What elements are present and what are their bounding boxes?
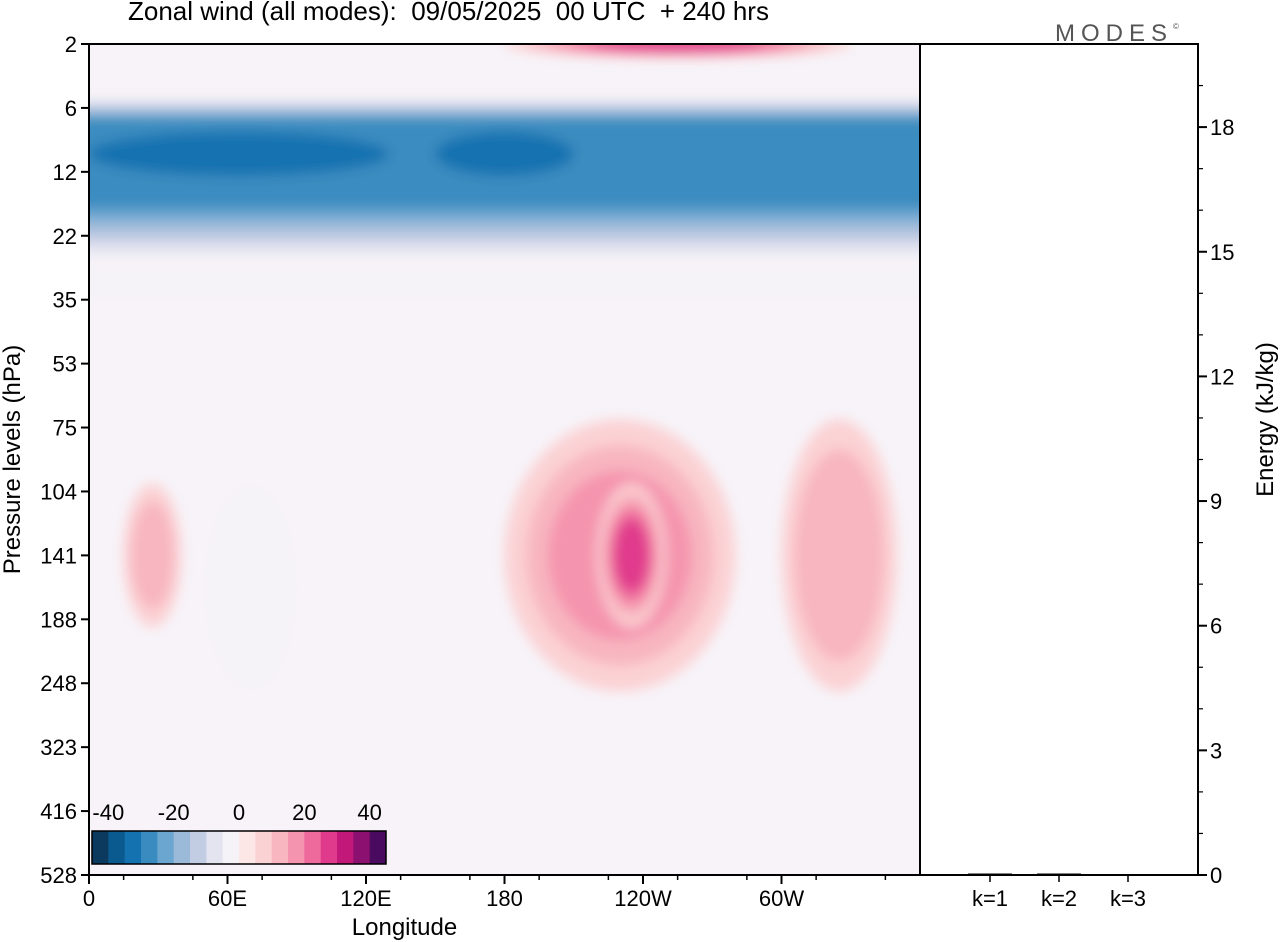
y-tick-label: 22 <box>53 224 77 249</box>
colorbar-swatch <box>353 831 371 864</box>
y-tick-label: 141 <box>40 543 77 568</box>
energy-bar <box>968 873 1012 875</box>
energy-tick-label: 15 <box>1210 240 1234 265</box>
x-tick-label: 60E <box>208 886 247 911</box>
energy-tick-label: 3 <box>1210 738 1222 763</box>
easterly-core <box>435 131 574 176</box>
wind-contour <box>614 519 649 592</box>
energy-panel: 0 3 6 9 12 15 18 Energy (kJ/kg) k=1 k=2 k=3 <box>919 43 1279 911</box>
easterly-band <box>89 95 920 266</box>
easterly-core <box>89 131 390 176</box>
y-tick-label: 528 <box>40 863 77 888</box>
x-tick-label: 0 <box>83 886 95 911</box>
x-tick-label: 180 <box>486 886 523 911</box>
colorbar-swatch <box>124 831 142 864</box>
x-axis-label: Longitude <box>352 914 457 941</box>
colorbar-swatch <box>304 831 322 864</box>
y-tick-label: 416 <box>40 799 77 824</box>
energy-frame <box>919 43 1199 876</box>
energy-tick-label: 12 <box>1210 364 1234 389</box>
y-tick-label: 53 <box>53 352 77 377</box>
colorbar-label: 0 <box>233 800 245 825</box>
logo-mark: © <box>1173 22 1179 31</box>
wind-contour <box>794 449 885 662</box>
colorbar-swatch <box>92 831 109 864</box>
colorbar-swatch <box>173 831 191 864</box>
modes-logo: MODES© <box>1055 20 1179 48</box>
colorbar-label: 40 <box>357 800 381 825</box>
energy-bar <box>1037 873 1081 875</box>
y-tick-label: 323 <box>40 735 77 760</box>
y-tick-label: 104 <box>40 479 77 504</box>
x-tick-label: 60W <box>759 886 804 911</box>
colorbar-swatch <box>369 831 387 864</box>
wind-contour <box>130 501 175 610</box>
colorbar-swatch <box>157 831 175 864</box>
wind-contour <box>591 44 765 51</box>
y-tick-label: 188 <box>40 607 77 632</box>
chart-title: Zonal wind (all modes): 09/05/2025 00 UT… <box>128 0 769 26</box>
colorbar-frame <box>91 830 387 865</box>
colorbar-label: -40 <box>92 800 124 825</box>
wind-contour <box>204 483 297 692</box>
heatmap-field <box>89 44 920 875</box>
colorbar-swatch <box>206 831 224 864</box>
colorbar-label: -20 <box>158 800 190 825</box>
x-tick-label: 120W <box>614 886 672 911</box>
energy-tick-label: 18 <box>1210 115 1234 140</box>
energy-axis-label: Energy (kJ/kg) <box>1252 342 1279 497</box>
colorbar-swatch <box>141 831 158 864</box>
energy-tick-label: 6 <box>1210 614 1222 639</box>
y-tick-label: 12 <box>53 160 77 185</box>
wind-features <box>123 44 897 692</box>
energy-tick-label: 9 <box>1210 489 1222 514</box>
colorbar-swatch <box>288 831 305 864</box>
colorbar-swatch <box>222 831 240 864</box>
colorbar-swatch <box>239 831 256 864</box>
y-tick-label: 35 <box>53 288 77 313</box>
colorbar: -40 -20 0 20 40 <box>91 800 387 865</box>
colorbar-swatch <box>271 831 289 864</box>
x-tick-label: 120E <box>340 886 391 911</box>
energy-category-label: k=3 <box>1110 886 1146 911</box>
energy-category-label: k=1 <box>972 886 1008 911</box>
y-tick-label: 75 <box>53 416 77 441</box>
energy-tick-label: 0 <box>1210 863 1222 888</box>
colorbar-label: 20 <box>292 800 316 825</box>
energy-category-label: k=2 <box>1041 886 1077 911</box>
colorbar-swatch <box>108 831 126 864</box>
y-axis-label: Pressure levels (hPa) <box>0 345 26 574</box>
colorbar-swatch <box>190 831 207 864</box>
colorbar-swatch <box>255 831 273 864</box>
y-tick-label: 248 <box>40 671 77 696</box>
y-tick-label: 6 <box>65 96 77 121</box>
y-tick-label: 2 <box>65 32 77 57</box>
logo-text: MODES <box>1055 20 1174 47</box>
weak-easterly-band <box>89 265 920 301</box>
colorbar-swatch <box>337 831 354 864</box>
easterly-core <box>781 131 920 176</box>
colorbar-swatch <box>320 831 338 864</box>
